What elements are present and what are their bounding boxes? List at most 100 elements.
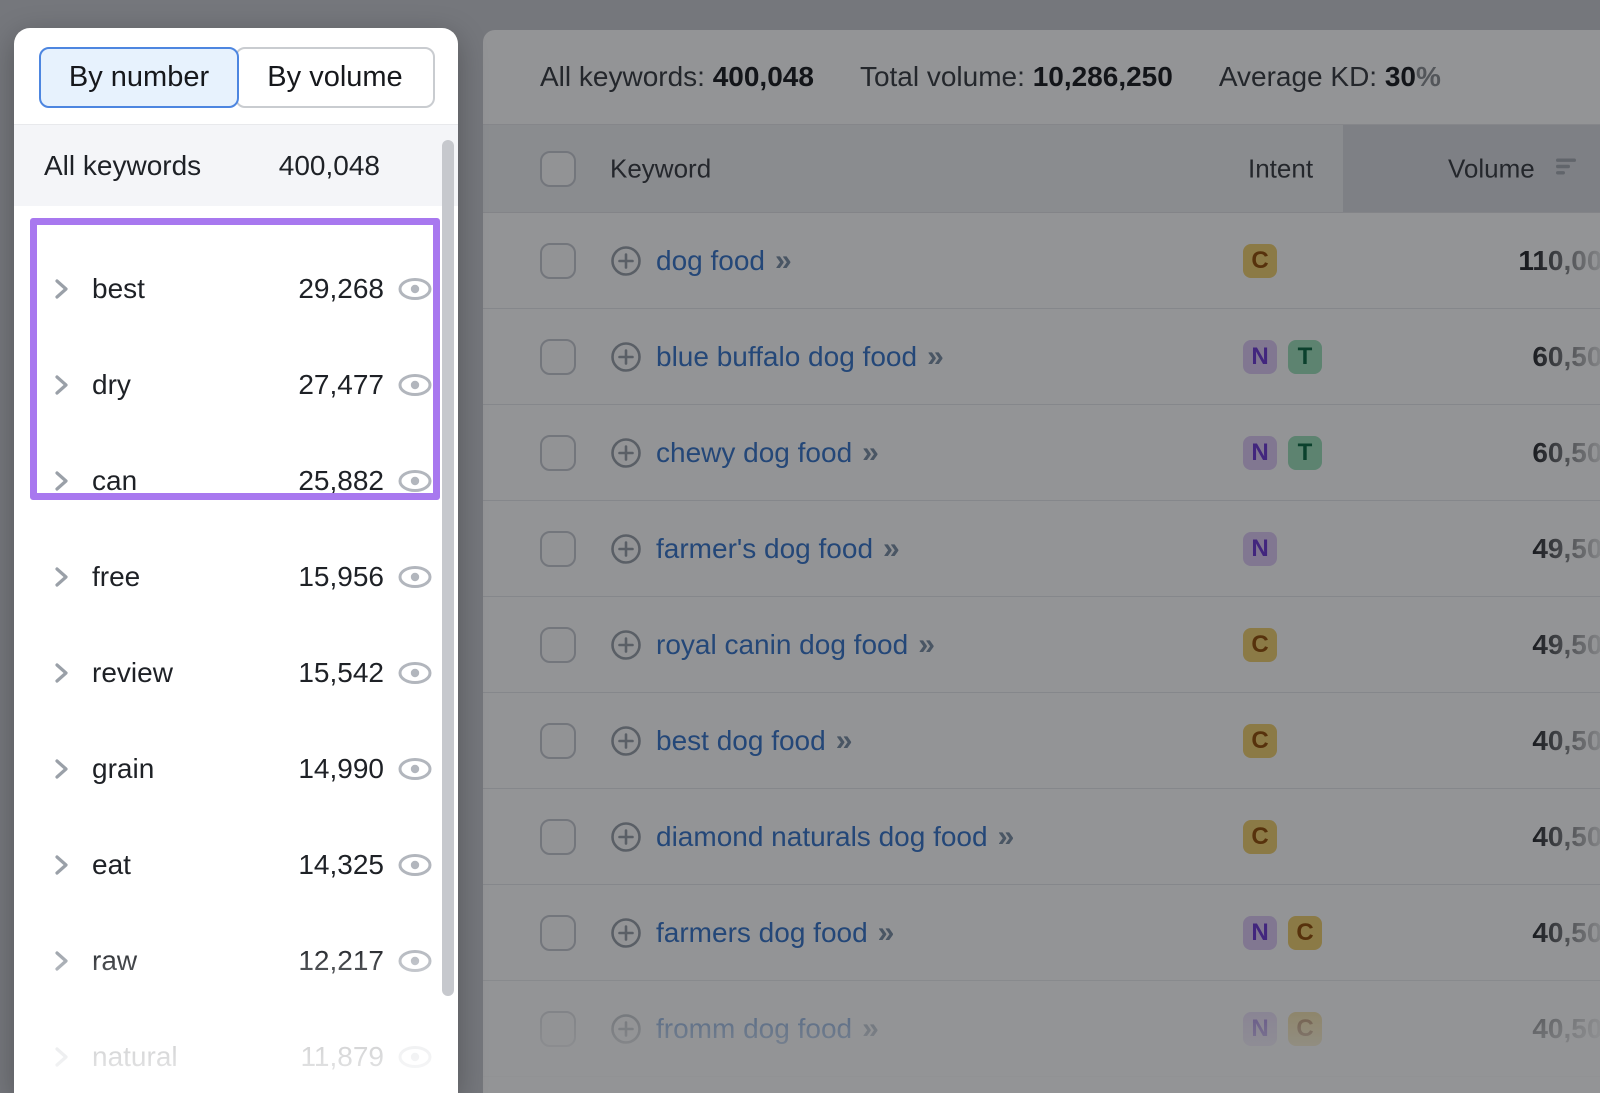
eye-icon[interactable] [397, 757, 433, 781]
keyword-group-row[interactable]: raw 12,217 [14, 913, 458, 1009]
eye-icon[interactable] [397, 565, 433, 589]
add-keyword-icon[interactable] [609, 628, 643, 662]
add-keyword-icon[interactable] [609, 532, 643, 566]
stat-average-kd-label: Average KD: [1218, 61, 1378, 92]
open-keyword-icon[interactable]: » [877, 915, 895, 949]
volume-value: 40,500 [1532, 1012, 1600, 1044]
open-keyword-icon[interactable]: » [883, 531, 900, 565]
table-row: blue buffalo dog food » NT 60,500 [483, 309, 1600, 405]
group-count: 25,882 [298, 465, 384, 496]
row-checkbox[interactable] [540, 915, 576, 951]
keyword-group-row[interactable]: grain 14,990 [14, 721, 458, 817]
add-keyword-icon[interactable] [609, 820, 643, 854]
keyword-group-row[interactable]: eat 14,325 [14, 817, 458, 913]
sort-descending-icon[interactable] [1555, 155, 1579, 182]
row-checkbox[interactable] [540, 819, 576, 855]
volume-value: 40,500 [1532, 916, 1600, 948]
keyword-link[interactable]: fromm dog food » [656, 1011, 879, 1046]
add-keyword-icon[interactable] [609, 916, 643, 950]
open-keyword-icon[interactable]: » [775, 243, 792, 277]
open-keyword-icon[interactable]: » [862, 1011, 879, 1045]
chevron-right-icon[interactable] [52, 661, 70, 685]
keyword-group-row[interactable]: best 29,268 [14, 241, 458, 337]
group-count: 14,990 [298, 753, 384, 784]
sidebar-scrollbar[interactable] [442, 140, 454, 996]
chevron-right-icon[interactable] [52, 565, 70, 589]
chevron-right-icon[interactable] [52, 949, 70, 973]
keyword-group-row[interactable]: review 15,542 [14, 625, 458, 721]
group-label: review [92, 657, 173, 688]
eye-icon[interactable] [397, 853, 433, 877]
add-keyword-icon[interactable] [609, 340, 643, 374]
keyword-text: chewy dog food [656, 436, 853, 468]
add-keyword-icon[interactable] [609, 724, 643, 758]
intent-badges: C [1243, 627, 1277, 662]
volume-value: 40,500 [1532, 724, 1600, 756]
eye-icon[interactable] [397, 661, 433, 685]
keyword-link[interactable]: chewy dog food » [656, 435, 879, 470]
volume-column-highlight [1343, 125, 1600, 212]
keyword-link[interactable]: blue buffalo dog food » [656, 339, 944, 374]
open-keyword-icon[interactable]: » [835, 723, 853, 757]
row-checkbox[interactable] [540, 723, 576, 759]
keyword-link[interactable]: diamond naturals dog food » [656, 819, 1015, 854]
group-count: 14,325 [298, 849, 384, 880]
keyword-link[interactable]: farmers dog food » [656, 915, 895, 950]
keyword-group-row[interactable]: free 15,956 [14, 529, 458, 625]
tab-by-number[interactable]: By number [39, 47, 239, 108]
eye-icon[interactable] [397, 1045, 433, 1069]
column-header-volume[interactable]: Volume [1448, 153, 1535, 183]
group-label: can [92, 465, 138, 496]
summary-stats-bar: All keywords: 400,048 Total volume: 10,2… [483, 30, 1600, 125]
add-keyword-icon[interactable] [609, 1012, 643, 1046]
keyword-group-row[interactable]: natural 11,879 [14, 1009, 458, 1093]
intent-badge: T [1288, 339, 1322, 374]
all-keywords-row[interactable]: All keywords 400,048 [14, 125, 458, 206]
row-checkbox[interactable] [540, 435, 576, 471]
keyword-link[interactable]: royal canin dog food » [656, 627, 935, 662]
row-checkbox[interactable] [540, 1011, 576, 1047]
keyword-group-row[interactable]: can 25,882 [14, 433, 458, 529]
volume-value: 40,500 [1532, 820, 1600, 852]
table-row: royal canin dog food » C 49,500 [483, 597, 1600, 693]
open-keyword-icon[interactable]: » [862, 435, 879, 469]
open-keyword-icon[interactable]: » [927, 339, 944, 373]
select-all-checkbox[interactable] [540, 151, 576, 187]
keyword-link[interactable]: best dog food » [656, 723, 853, 758]
tab-by-volume[interactable]: By volume [235, 47, 435, 108]
eye-icon[interactable] [397, 373, 433, 397]
intent-badge: C [1243, 243, 1277, 278]
row-checkbox[interactable] [540, 627, 576, 663]
eye-icon[interactable] [397, 949, 433, 973]
keyword-link[interactable]: dog food » [656, 243, 792, 278]
add-keyword-icon[interactable] [609, 436, 643, 470]
column-header-intent[interactable]: Intent [1248, 153, 1314, 183]
row-checkbox[interactable] [540, 243, 576, 279]
stat-total-volume: Total volume: 10,286,250 [860, 61, 1173, 93]
open-keyword-icon[interactable]: » [997, 819, 1015, 853]
intent-badge: N [1243, 435, 1277, 470]
all-keywords-count: 400,048 [278, 149, 380, 181]
intent-badge: C [1288, 1011, 1322, 1046]
keyword-group-row[interactable]: dry 27,477 [14, 337, 458, 433]
group-count: 27,477 [298, 369, 384, 400]
keyword-text: blue buffalo dog food [656, 340, 918, 372]
eye-icon[interactable] [397, 277, 433, 301]
eye-icon[interactable] [397, 469, 433, 493]
add-keyword-icon[interactable] [609, 244, 643, 278]
column-header-keyword[interactable]: Keyword [610, 153, 712, 183]
group-sort-tabs: By volume By number [39, 47, 435, 108]
row-checkbox[interactable] [540, 531, 576, 567]
chevron-right-icon[interactable] [52, 277, 70, 301]
keyword-link[interactable]: farmer's dog food » [656, 531, 900, 566]
chevron-right-icon[interactable] [52, 373, 70, 397]
chevron-right-icon[interactable] [52, 757, 70, 781]
chevron-right-icon[interactable] [52, 853, 70, 877]
divider [14, 124, 458, 125]
chevron-right-icon[interactable] [52, 469, 70, 493]
row-checkbox[interactable] [540, 339, 576, 375]
open-keyword-icon[interactable]: » [918, 627, 935, 661]
chevron-right-icon[interactable] [52, 1045, 70, 1069]
